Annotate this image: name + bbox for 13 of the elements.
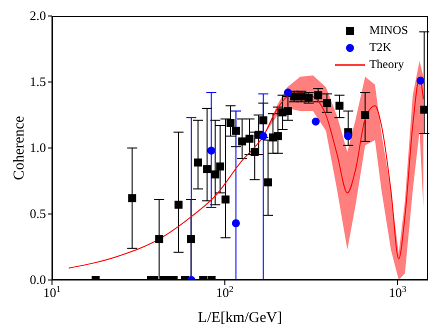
y-tick-label: 0.5 xyxy=(30,206,46,221)
x-tick-label: 10$^{1}$ xyxy=(43,284,61,300)
legend-label: T2K xyxy=(369,39,392,56)
legend-label: Theory xyxy=(369,56,404,73)
y-tick-label: 1.5 xyxy=(30,74,46,89)
x-tick-label: 10$^{2}$ xyxy=(216,284,234,300)
x-tick-label: 10$^{3}$ xyxy=(388,284,407,300)
y-tick-label: 1.0 xyxy=(30,140,46,155)
legend-label: MINOS xyxy=(369,22,408,39)
y-tick-label: 2.0 xyxy=(30,8,46,23)
y-tick-label: 0.0 xyxy=(30,272,46,287)
y-axis-title: Coherence xyxy=(11,116,28,180)
x-axis-title: L/E[km/GeV] xyxy=(198,310,282,326)
